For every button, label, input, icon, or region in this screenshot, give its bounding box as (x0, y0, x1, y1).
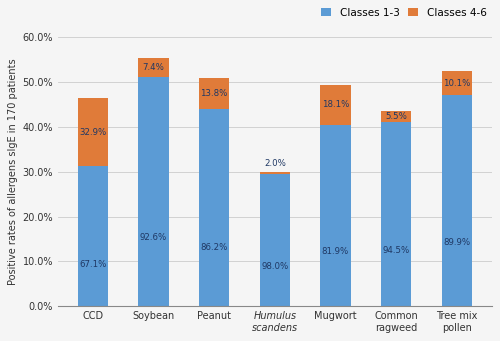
Bar (260, 172, 290, 175)
Bar (78, 166, 108, 306)
Bar (199, 78, 230, 109)
Bar (199, 109, 230, 306)
Bar (138, 58, 168, 77)
Text: 98.0%: 98.0% (261, 262, 288, 271)
Text: 2.0%: 2.0% (264, 159, 286, 168)
Text: 94.5%: 94.5% (382, 247, 410, 255)
Bar (442, 95, 472, 306)
Bar (320, 125, 350, 306)
Bar (381, 111, 412, 122)
Bar (78, 98, 108, 166)
Text: 32.9%: 32.9% (79, 128, 106, 136)
Text: 7.4%: 7.4% (142, 63, 165, 72)
Bar (138, 77, 168, 306)
Bar (442, 71, 472, 95)
Bar (260, 175, 290, 306)
Y-axis label: Positive rates of allergens sIgE in 170 patients: Positive rates of allergens sIgE in 170 … (8, 58, 18, 285)
Text: 86.2%: 86.2% (200, 243, 228, 252)
Text: 92.6%: 92.6% (140, 233, 167, 242)
Bar (320, 85, 350, 125)
Text: 13.8%: 13.8% (200, 89, 228, 98)
Text: 18.1%: 18.1% (322, 101, 349, 109)
Text: 81.9%: 81.9% (322, 247, 349, 256)
Bar (381, 122, 412, 306)
Text: 89.9%: 89.9% (443, 238, 470, 247)
Legend: Classes 1-3, Classes 4-6: Classes 1-3, Classes 4-6 (321, 8, 486, 17)
Text: 10.1%: 10.1% (443, 79, 470, 88)
Text: 67.1%: 67.1% (79, 260, 106, 269)
Text: 5.5%: 5.5% (385, 112, 407, 121)
